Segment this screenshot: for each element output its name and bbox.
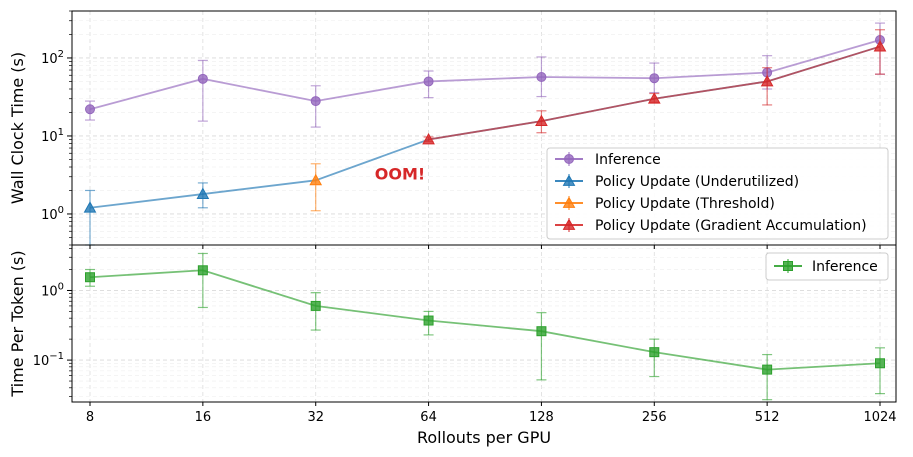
data-point xyxy=(649,347,660,358)
legend-item: Policy Update (Underutilized) xyxy=(555,174,799,190)
y-tick-base: 10 xyxy=(41,284,58,299)
y-tick-label: 101 xyxy=(41,127,64,145)
y-tick-label: 10−1 xyxy=(33,351,64,369)
y-axis-title-1: Wall Clock Time (s) xyxy=(8,52,27,204)
x-tick-label: 256 xyxy=(642,410,667,425)
y-tick-exponent: 0 xyxy=(58,281,64,292)
y-tick-base: 10 xyxy=(41,52,58,67)
legend-swatch-marker xyxy=(562,196,576,208)
legend-swatch-marker xyxy=(783,261,793,271)
legend-label: Inference xyxy=(812,259,878,275)
data-point xyxy=(423,76,434,87)
data-point xyxy=(83,201,97,213)
data-point xyxy=(535,114,548,127)
y-tick-base: 10 xyxy=(33,354,50,369)
data-point xyxy=(197,265,208,276)
legend-top: Inference Policy Update (Underutilized) Po… xyxy=(546,147,889,240)
data-point xyxy=(873,40,887,52)
annotation-layer: OOM! xyxy=(375,165,425,184)
x-tick-label: 8 xyxy=(86,410,94,425)
y-tick-exponent: 0 xyxy=(58,205,64,216)
data-point xyxy=(422,133,435,145)
y-axis-title-2: Time Per Token (s) xyxy=(8,250,27,397)
y-tick-label: 100 xyxy=(41,281,64,299)
legend-item: Inference xyxy=(555,152,661,168)
legend-bottom: Inference xyxy=(765,252,889,281)
y-tick-base: 10 xyxy=(41,208,58,223)
x-tick-label: 32 xyxy=(307,410,324,425)
y-tick-label: 102 xyxy=(41,49,64,67)
data-point xyxy=(875,358,885,369)
data-point xyxy=(85,272,95,283)
legend-layer: Inference Policy Update (Underutilized) Po… xyxy=(546,147,889,281)
data-point xyxy=(309,173,323,186)
x-tick-label: 16 xyxy=(195,410,212,425)
y-tick-base: 10 xyxy=(41,130,58,145)
legend-label: Inference xyxy=(595,152,661,168)
series-layer xyxy=(83,22,887,401)
data-point xyxy=(649,73,660,84)
y-tick-exponent: −1 xyxy=(49,351,64,362)
panel-frame-2 xyxy=(71,244,897,403)
x-tick-label: 64 xyxy=(420,410,437,425)
legend-label: Policy Update (Underutilized) xyxy=(595,174,799,190)
data-point xyxy=(423,315,434,326)
series-line xyxy=(89,269,881,371)
x-tick-label: 512 xyxy=(755,410,780,425)
series-1-3 xyxy=(309,163,323,212)
legend-swatch-marker xyxy=(564,154,574,164)
data-point xyxy=(647,92,661,104)
data-point xyxy=(536,72,547,83)
legend-item: Policy Update (Gradient Accumulation) xyxy=(555,218,867,234)
data-point xyxy=(536,326,547,337)
data-point xyxy=(762,364,773,375)
x-tick-label: 128 xyxy=(529,410,554,425)
x-axis-title: Rollouts per GPU xyxy=(417,428,551,447)
y-tick-label: 100 xyxy=(41,205,64,223)
data-point xyxy=(310,300,321,311)
legend-swatch-marker xyxy=(562,174,576,186)
legend-swatch-marker xyxy=(562,218,576,230)
series-2-1 xyxy=(85,252,885,401)
oom-annotation: OOM! xyxy=(375,165,425,184)
series-1-4 xyxy=(422,29,887,145)
legend-box xyxy=(546,147,889,240)
legend-label: Policy Update (Threshold) xyxy=(595,196,775,212)
data-point xyxy=(197,73,208,84)
data-point xyxy=(85,104,95,115)
y-tick-exponent: 1 xyxy=(58,127,64,138)
legend-label: Policy Update (Gradient Accumulation) xyxy=(595,218,867,234)
data-point xyxy=(196,187,210,199)
legend-item: Policy Update (Threshold) xyxy=(555,196,775,212)
x-tick-label: 1024 xyxy=(863,410,896,425)
legend-box xyxy=(765,252,889,281)
data-point xyxy=(760,74,774,87)
data-point xyxy=(310,96,321,107)
y-tick-exponent: 2 xyxy=(58,49,64,60)
series-line xyxy=(89,39,881,111)
